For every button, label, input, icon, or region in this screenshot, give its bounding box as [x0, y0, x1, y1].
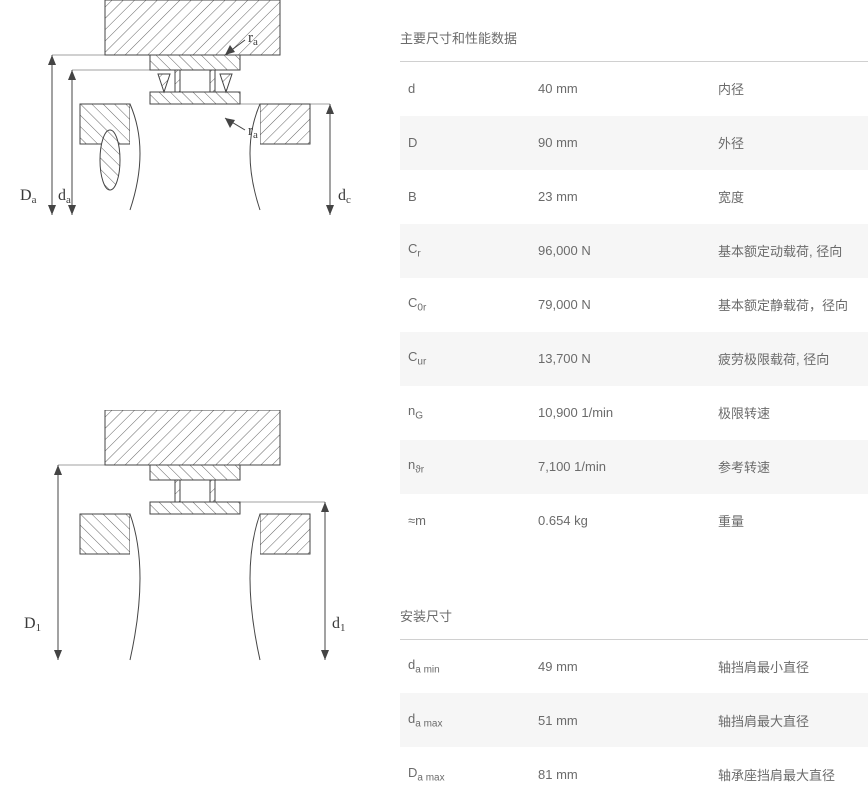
svg-text:D1: D1: [24, 615, 41, 634]
spec-value: 51 mm: [530, 693, 710, 747]
section2-title: 安装尺寸: [400, 606, 868, 625]
spec-symbol: B: [400, 170, 530, 224]
spec-desc: 轴挡肩最小直径: [710, 639, 868, 693]
spec-value: 40 mm: [530, 62, 710, 116]
spec-symbol: da max: [400, 693, 530, 747]
spec-symbol: nG: [400, 386, 530, 440]
spec-value: 90 mm: [530, 116, 710, 170]
spec-desc: 参考转速: [710, 440, 868, 494]
svg-text:dc: dc: [338, 187, 351, 206]
section1-title: 主要尺寸和性能数据: [400, 28, 868, 47]
spec-value: 7,100 1/min: [530, 440, 710, 494]
spec-desc: 内径: [710, 62, 868, 116]
spec-value: 49 mm: [530, 639, 710, 693]
table-row: Da max81 mm轴承座挡肩最大直径: [400, 747, 868, 801]
svg-text:Da: Da: [20, 187, 37, 206]
table-row: da min49 mm轴挡肩最小直径: [400, 639, 868, 693]
table-row: B23 mm宽度: [400, 170, 868, 224]
table-row: nG10,900 1/min极限转速: [400, 386, 868, 440]
spec-symbol: da min: [400, 639, 530, 693]
spec-symbol: d: [400, 62, 530, 116]
spec-desc: 宽度: [710, 170, 868, 224]
spec-symbol: Cr: [400, 224, 530, 278]
svg-text:d1: d1: [332, 615, 346, 634]
spec-value: 23 mm: [530, 170, 710, 224]
table-row: ≈m0.654 kg重量: [400, 494, 868, 548]
bearing-diagram-2: D1 d1: [10, 410, 360, 670]
table-row: Cur13,700 N疲劳极限载荷, 径向: [400, 332, 868, 386]
spec-desc: 轴挡肩最大直径: [710, 693, 868, 747]
spec-symbol: Cur: [400, 332, 530, 386]
table-row: C0r79,000 N基本额定静载荷，径向: [400, 278, 868, 332]
spec-table-1: d40 mm内径D90 mm外径B23 mm宽度Cr96,000 N基本额定动载…: [400, 61, 868, 548]
spec-value: 79,000 N: [530, 278, 710, 332]
spec-desc: 基本额定静载荷，径向: [710, 278, 868, 332]
table-row: da max51 mm轴挡肩最大直径: [400, 693, 868, 747]
spec-symbol: Da max: [400, 747, 530, 801]
spec-desc: 疲劳极限载荷, 径向: [710, 332, 868, 386]
svg-text:da: da: [58, 187, 71, 206]
spec-value: 10,900 1/min: [530, 386, 710, 440]
spec-desc: 重量: [710, 494, 868, 548]
spec-value: 0.654 kg: [530, 494, 710, 548]
spec-symbol: D: [400, 116, 530, 170]
table-row: d40 mm内径: [400, 62, 868, 116]
spec-desc: 极限转速: [710, 386, 868, 440]
spec-value: 13,700 N: [530, 332, 710, 386]
spec-symbol: nϑr: [400, 440, 530, 494]
spec-table-2: da min49 mm轴挡肩最小直径da max51 mm轴挡肩最大直径Da m…: [400, 639, 868, 802]
table-row: D90 mm外径: [400, 116, 868, 170]
spec-symbol: C0r: [400, 278, 530, 332]
spec-desc: 基本额定动载荷, 径向: [710, 224, 868, 278]
spec-value: 81 mm: [530, 747, 710, 801]
table-row: Cr96,000 N基本额定动载荷, 径向: [400, 224, 868, 278]
bearing-diagram-1: Da da dc ra ra: [10, 0, 360, 230]
spec-desc: 外径: [710, 116, 868, 170]
spec-value: 96,000 N: [530, 224, 710, 278]
spec-desc: 轴承座挡肩最大直径: [710, 747, 868, 801]
spec-symbol: ≈m: [400, 494, 530, 548]
table-row: nϑr7,100 1/min参考转速: [400, 440, 868, 494]
